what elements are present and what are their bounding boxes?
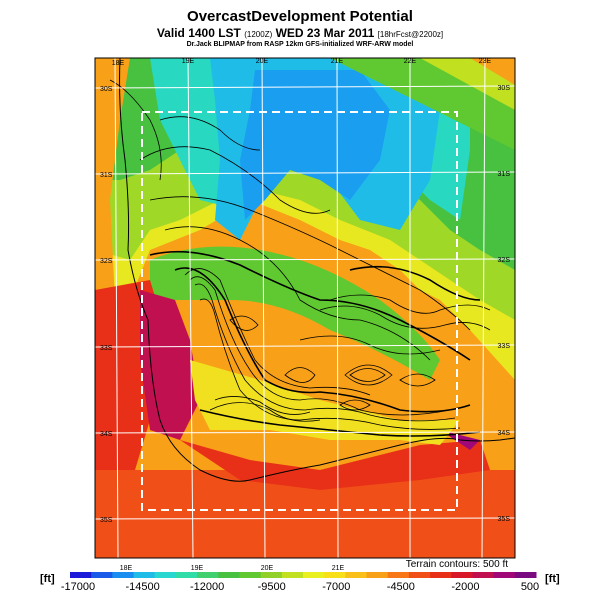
contour-line [149, 196, 471, 331]
terrain-contours-bold [149, 250, 481, 437]
lat-label-right: 31S [498, 171, 511, 178]
parallel-line [95, 258, 515, 261]
lat-label-right: 32S [498, 257, 511, 264]
field-layer [95, 58, 515, 558]
field-west-magenta [140, 290, 200, 440]
colorbar-unit-left: [ft] [40, 573, 55, 585]
lon-label-top: 20E [256, 58, 269, 65]
contour-ring [349, 368, 386, 382]
contour-line-bold [149, 250, 471, 361]
lon-label-top: 18E [112, 60, 125, 67]
lon-label-bottom: 21E [332, 565, 345, 572]
parallel-line [95, 431, 515, 434]
lat-label-left: 34S [100, 431, 113, 438]
inner-domain-box [141, 111, 458, 511]
terrain-contour-note: Terrain contours: 500 ft [403, 559, 510, 570]
parallel-line [95, 171, 515, 175]
colorbar-unit-right: [ft] [545, 573, 560, 585]
parallel-line [95, 344, 515, 348]
lon-label-bottom: 18E [120, 565, 133, 572]
valid-time: Valid 1400 LST [156, 26, 241, 40]
graticule-labels: 18E 19E 20E 21E 22E 23E 18E 19E 20E 21E … [100, 58, 510, 572]
contour-ring [344, 364, 393, 386]
lon-label-top: 21E [331, 58, 344, 65]
meridian-line [261, 58, 266, 558]
forecast-info: [18hrFcst@2200z] [377, 30, 444, 39]
field-blue [240, 70, 390, 220]
parallel-line [95, 517, 515, 520]
lat-label-left: 32S [100, 258, 113, 265]
meridian-line [481, 58, 486, 558]
lat-label-right: 33S [498, 343, 511, 350]
contour-line-bold [199, 409, 481, 437]
contour-ring [284, 367, 316, 383]
field-ne-yellow [420, 58, 515, 110]
valid-date: WED 23 Mar 2011 [275, 26, 375, 40]
contour-line [209, 402, 321, 422]
lon-label-top: 23E [479, 58, 492, 65]
contour-line [319, 305, 491, 331]
contour-line [299, 335, 441, 355]
map-frame [94, 57, 516, 559]
lat-label-left: 31S [100, 172, 113, 179]
lat-label-right: 35S [498, 516, 511, 523]
lat-label-right: 30S [498, 85, 511, 92]
contour-ring [339, 399, 371, 411]
utc-time: (1200Z) [244, 30, 273, 39]
field-green-lobe [150, 246, 440, 380]
contour-line [184, 268, 371, 396]
contour-line [199, 298, 461, 430]
contour-line [164, 226, 431, 361]
graticule [95, 58, 515, 558]
field-ne-orange [470, 58, 515, 85]
contour-ring [229, 315, 259, 331]
contour-line [194, 283, 456, 422]
lon-label-bottom: 20E [261, 565, 274, 572]
meridian-line [336, 58, 339, 558]
map-title: OvercastDevelopment Potential [187, 8, 413, 25]
meridian-line [187, 58, 194, 558]
lon-label-top: 22E [404, 58, 417, 65]
lat-label-left: 30S [100, 86, 113, 93]
contour-line-bold [174, 267, 471, 413]
contour-line-bold [349, 265, 481, 301]
lon-label-bottom: 19E [191, 565, 204, 572]
lat-label-right: 34S [498, 430, 511, 437]
contour-line [329, 294, 491, 314]
contour-line [159, 116, 261, 151]
lon-label-top: 19E [182, 58, 195, 65]
contour-line [189, 276, 451, 416]
field-south-coast [180, 440, 490, 490]
field-west-orange [95, 58, 130, 300]
field-inland-yellow [190, 360, 460, 445]
contour-line [214, 396, 311, 415]
contour-line [139, 146, 331, 214]
lat-label-left: 33S [100, 345, 113, 352]
model-credit: Dr.Jack BLIPMAP from RASP 12km GFS-initi… [186, 41, 414, 48]
lat-label-left: 35S [100, 517, 113, 524]
valid-time-subtitle: Valid 1400 LST (1200Z) WED 23 Mar 2011 [… [0, 26, 600, 40]
meridian-line [114, 58, 119, 558]
parallel-line [95, 85, 515, 89]
